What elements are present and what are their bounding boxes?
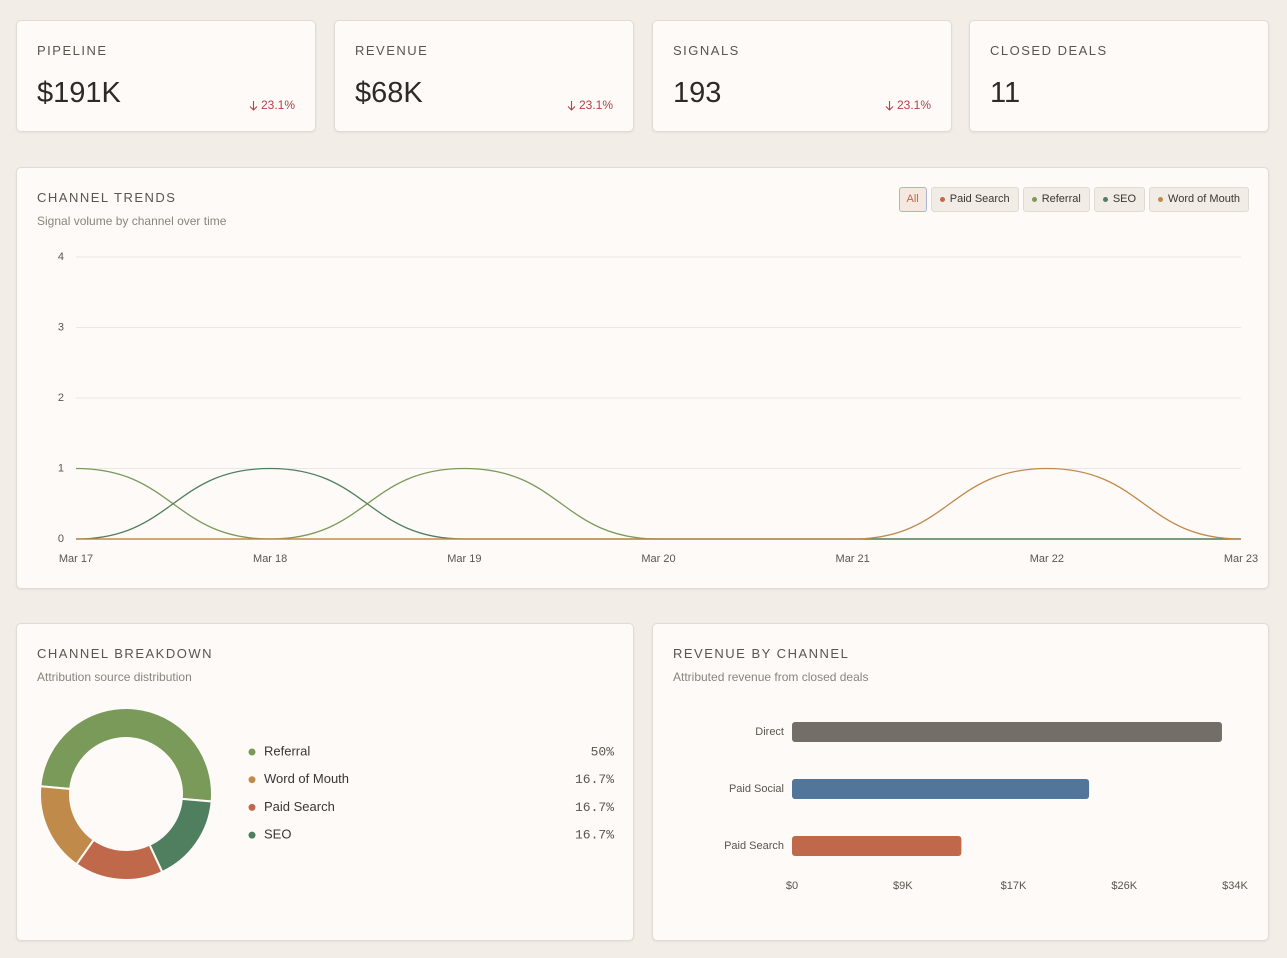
y-tick-label: 2 xyxy=(58,392,64,404)
line-series xyxy=(75,467,1242,540)
legend-dot xyxy=(1102,197,1108,202)
kpi-label: SIGNALS xyxy=(673,43,740,58)
bar xyxy=(792,722,1222,742)
y-tick-label: 3 xyxy=(58,321,64,333)
card-subtitle: Attribution source distribution xyxy=(37,670,192,684)
legend-label: Referral xyxy=(1041,193,1081,205)
down-arrow-icon xyxy=(567,100,576,111)
kpi-label: PIPELINE xyxy=(37,43,108,58)
x-tick-label: $26K xyxy=(1111,880,1137,892)
legend-dot xyxy=(1158,197,1164,202)
kpi-value: $191K xyxy=(37,77,121,109)
kpi-change: 23.1% xyxy=(249,98,295,112)
kpi-label: CLOSED DEALS xyxy=(990,43,1108,58)
legend-label: Word of Mouth xyxy=(264,771,349,786)
kpi-change-value: 23.1% xyxy=(896,98,931,112)
filter-button[interactable]: All xyxy=(898,187,927,212)
kpi-card: REVENUE $68K 23.1% xyxy=(334,20,634,132)
legend-dot xyxy=(248,803,256,811)
x-tick-label: $9K xyxy=(893,880,913,892)
y-tick-label: Paid Social xyxy=(729,783,784,795)
card-title: REVENUE BY CHANNEL xyxy=(673,646,850,661)
filter-button[interactable]: SEO xyxy=(1093,187,1146,212)
legend-dot xyxy=(248,776,256,784)
legend-dot xyxy=(248,748,256,756)
legend-label: Word of Mouth xyxy=(1168,193,1240,205)
x-tick-label: Mar 23 xyxy=(1224,553,1258,565)
x-tick-label: Mar 20 xyxy=(641,553,675,565)
filter-bar: All Paid Search Referral SEO Word of Mouth xyxy=(898,187,1249,212)
x-tick-label: Mar 22 xyxy=(1030,553,1064,565)
y-tick-label: 1 xyxy=(58,462,64,474)
legend-label: Referral xyxy=(264,743,310,758)
breakdown-card: CHANNEL BREAKDOWN Attribution source dis… xyxy=(16,623,634,941)
kpi-value: 193 xyxy=(673,77,722,109)
legend-dot xyxy=(248,831,256,839)
donut-slice xyxy=(148,797,213,874)
kpi-value: $68K xyxy=(355,77,423,109)
y-tick-label: 4 xyxy=(58,251,64,263)
x-tick-label: Mar 21 xyxy=(836,553,870,565)
line-series xyxy=(75,467,1241,540)
x-tick-label: $0 xyxy=(786,880,798,892)
card-title: CHANNEL TRENDS xyxy=(37,190,177,205)
legend-label: SEO xyxy=(264,827,291,842)
donut-slice xyxy=(39,706,214,803)
kpi-change: 23.1% xyxy=(885,98,931,112)
y-tick-label: Paid Search xyxy=(724,840,784,852)
legend-dot xyxy=(1031,197,1037,202)
card-subtitle: Attributed revenue from closed deals xyxy=(673,670,869,684)
kpi-card: SIGNALS 193 23.1% xyxy=(652,20,952,132)
down-arrow-icon xyxy=(885,100,894,111)
trends-card: CHANNEL TRENDS Signal volume by channel … xyxy=(16,167,1269,589)
x-tick-label: Mar 19 xyxy=(447,553,481,565)
kpi-change-value: 23.1% xyxy=(260,98,295,112)
x-tick-label: Mar 18 xyxy=(253,553,287,565)
value-label: 16.7% xyxy=(575,772,614,787)
kpi-card: PIPELINE $191K 23.1% xyxy=(16,20,316,132)
y-tick-label: Direct xyxy=(755,726,784,738)
value-label: 50% xyxy=(591,744,615,759)
bar xyxy=(792,836,962,856)
legend-dot xyxy=(939,197,945,202)
legend-label: Paid Search xyxy=(264,799,335,814)
down-arrow-icon xyxy=(249,100,258,111)
kpi-card: CLOSED DEALS 11 xyxy=(969,20,1269,132)
kpi-label: REVENUE xyxy=(355,43,429,58)
line-series xyxy=(75,467,1241,540)
filter-button[interactable]: Word of Mouth xyxy=(1149,187,1249,212)
value-label: 16.7% xyxy=(575,800,614,815)
x-tick-label: $34K xyxy=(1222,880,1248,892)
value-label: 16.7% xyxy=(575,828,614,843)
filter-button[interactable]: Paid Search xyxy=(930,187,1019,212)
kpi-change-value: 23.1% xyxy=(578,98,613,112)
x-tick-label: $17K xyxy=(1001,880,1027,892)
filter-button[interactable]: Referral xyxy=(1022,187,1090,212)
card-subtitle: Signal volume by channel over time xyxy=(37,214,227,228)
x-tick-label: Mar 17 xyxy=(59,553,93,565)
kpi-change: 23.1% xyxy=(567,98,613,112)
legend-label: SEO xyxy=(1112,193,1137,205)
card-title: CHANNEL BREAKDOWN xyxy=(37,646,213,661)
kpi-value: 11 xyxy=(990,77,1021,109)
bar xyxy=(792,779,1090,799)
y-tick-label: 0 xyxy=(58,533,64,545)
legend-label: Paid Search xyxy=(949,193,1010,205)
